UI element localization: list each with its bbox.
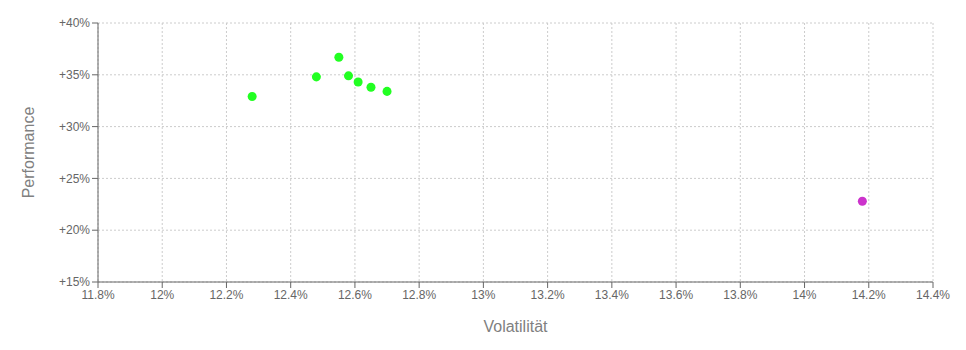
svg-text:13.8%: 13.8%: [723, 288, 757, 302]
svg-text:12%: 12%: [150, 288, 174, 302]
svg-text:+20%: +20%: [59, 223, 90, 237]
svg-text:12.4%: 12.4%: [274, 288, 308, 302]
svg-text:13.2%: 13.2%: [531, 288, 565, 302]
svg-text:14%: 14%: [793, 288, 817, 302]
svg-text:+40%: +40%: [59, 16, 90, 30]
svg-text:+15%: +15%: [59, 275, 90, 289]
svg-text:13.4%: 13.4%: [595, 288, 629, 302]
svg-text:Performance: Performance: [20, 107, 37, 199]
svg-text:+25%: +25%: [59, 172, 90, 186]
svg-text:13.6%: 13.6%: [659, 288, 693, 302]
svg-text:+35%: +35%: [59, 68, 90, 82]
svg-text:14.4%: 14.4%: [916, 288, 950, 302]
svg-text:12.6%: 12.6%: [338, 288, 372, 302]
svg-text:+30%: +30%: [59, 120, 90, 134]
svg-text:11.8%: 11.8%: [81, 288, 114, 302]
svg-text:Volatilität: Volatilität: [483, 318, 548, 335]
svg-text:12.2%: 12.2%: [209, 288, 243, 302]
svg-text:13%: 13%: [471, 288, 495, 302]
svg-text:14.2%: 14.2%: [852, 288, 886, 302]
svg-text:12.8%: 12.8%: [402, 288, 436, 302]
